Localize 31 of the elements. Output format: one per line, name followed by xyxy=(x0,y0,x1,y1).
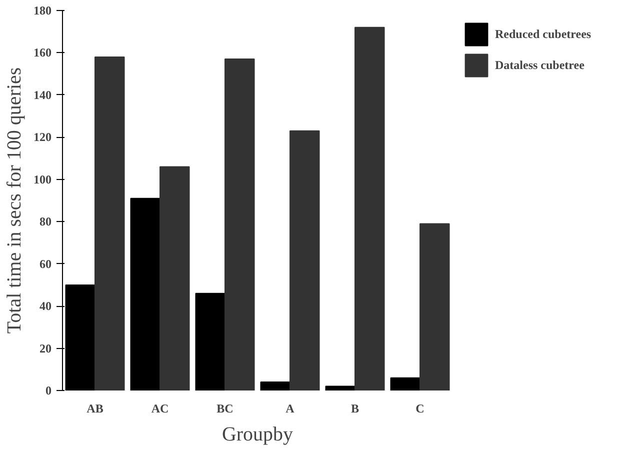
y-axis-title: Total time in secs for 100 queries xyxy=(4,67,26,334)
bar xyxy=(290,130,320,390)
bar xyxy=(420,223,450,390)
x-tick-label: A xyxy=(286,402,295,416)
x-tick-label: B xyxy=(351,402,360,416)
x-axis-title: Groupby xyxy=(222,424,294,446)
bar xyxy=(354,26,385,390)
legend-label: Dataless cubetree xyxy=(495,58,584,72)
y-tick-label: 20 xyxy=(40,341,52,356)
x-tick-label: BC xyxy=(216,402,234,416)
bar xyxy=(325,386,356,390)
y-tick-label: 180 xyxy=(34,4,52,18)
y-tick-label: 80 xyxy=(40,214,52,229)
x-tick-label: AB xyxy=(86,402,104,416)
x-tick-label: C xyxy=(416,402,424,416)
y-tick-label: 120 xyxy=(34,130,52,144)
x-tick-label: AC xyxy=(151,402,169,416)
bar xyxy=(130,198,160,390)
y-tick-label: 60 xyxy=(40,256,52,271)
y-tick-label: 0 xyxy=(46,384,52,398)
y-tick-label: 100 xyxy=(34,172,52,186)
bar xyxy=(390,377,420,390)
bar xyxy=(260,382,290,390)
y-tick-label: 140 xyxy=(34,88,52,102)
y-tick-label: 160 xyxy=(34,46,52,60)
bar xyxy=(195,292,226,390)
legend-label: Reduced cubetrees xyxy=(495,26,592,42)
bar xyxy=(94,56,125,390)
bar xyxy=(224,58,255,390)
y-tick-label: 40 xyxy=(40,299,52,314)
bar xyxy=(160,166,190,390)
